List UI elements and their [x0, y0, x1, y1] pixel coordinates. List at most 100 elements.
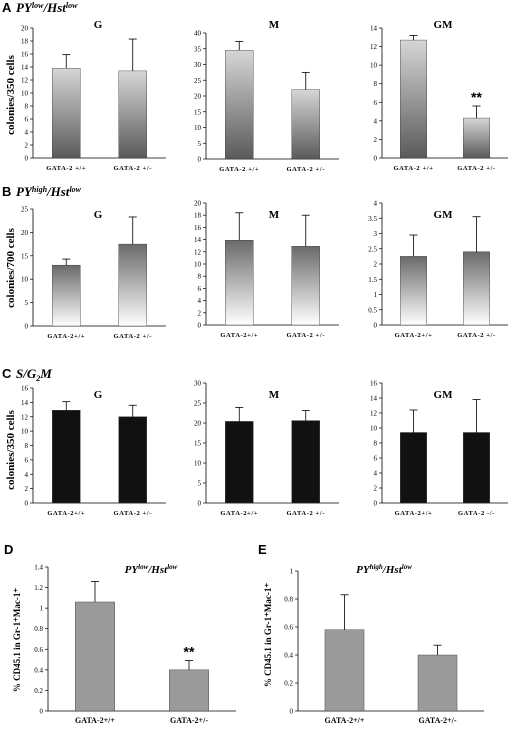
y-tick-label-a-m: 40 [194, 30, 202, 38]
significance-d-1: ** [184, 644, 195, 660]
row-a-title: PYlow/Hstlow [16, 0, 78, 15]
y-tick-label-b-gm: 2 [374, 261, 378, 269]
y-tick-label-b-m: 16 [194, 224, 202, 232]
y-tick-label-d: 0 [40, 708, 44, 716]
y-tick-label-b-m: 12 [194, 248, 202, 256]
category-label-c-m-1: GATA-2 +/- [286, 510, 325, 517]
y-tick-label-b-gm: 3 [374, 230, 378, 238]
chart-title-b-m: M [269, 209, 280, 221]
y-tick-label-a-g: 12 [21, 77, 29, 85]
chart-title-c-gm: GM [434, 389, 454, 401]
row-b-ylabel: colonies/700 cells [5, 227, 17, 307]
category-label-a-m-1: GATA-2 +/- [286, 166, 325, 173]
y-tick-label-b-g: 10 [21, 276, 29, 284]
category-label-a-gm-1: GATA-2 +/- [457, 165, 496, 172]
y-tick-label-a-m: 5 [198, 140, 202, 148]
y-tick-label-c-g: 0 [25, 500, 29, 508]
y-tick-label-a-gm: 4 [374, 117, 378, 125]
category-label-c-gm-0: GATA-2+/+ [395, 510, 433, 517]
panel-label-a: A [2, 0, 12, 15]
y-tick-label-a-g: 6 [25, 116, 29, 124]
y-tick-label-c-g: 16 [21, 385, 29, 393]
row-b-title: PYhigh/Hstlow [16, 184, 82, 199]
y-tick-label-e: 0.8 [284, 596, 293, 604]
row-c-ylabel: colonies/350 cells [5, 409, 17, 489]
chart-title-a-m: M [269, 19, 280, 31]
category-label-c-m-0: GATA-2+/+ [220, 510, 258, 517]
y-tick-label-a-gm: 14 [370, 25, 378, 33]
bar-a-g-1 [118, 70, 147, 159]
y-tick-label-a-g: 4 [25, 129, 29, 137]
y-tick-label-c-g: 14 [21, 399, 29, 407]
y-tick-label-a-gm: 2 [374, 136, 378, 144]
y-tick-label-d: 0.4 [34, 666, 43, 674]
bar-e-1 [417, 654, 458, 712]
y-tick-label-d: 0.6 [34, 646, 43, 654]
bar-b-gm-0 [400, 256, 427, 326]
y-tick-label-b-gm: 1 [374, 291, 378, 299]
category-label-a-g-1: GATA-2 +/- [113, 165, 152, 172]
y-tick-label-e: 0.2 [284, 680, 293, 688]
category-label-d-0: GATA-2+/+ [75, 716, 115, 725]
y-tick-label-a-m: 10 [194, 124, 202, 132]
panel-label-b: B [2, 184, 11, 199]
y-tick-label-a-m: 30 [194, 61, 202, 69]
y-tick-label-b-gm: 2.5 [368, 245, 377, 253]
bar-c-g-1 [118, 416, 147, 504]
panel-label-e: E [258, 542, 267, 557]
y-tick-label-c-g: 12 [21, 413, 29, 421]
category-label-e-0: GATA-2+/+ [325, 716, 365, 725]
panel-e-title: PYhigh/Hstlow [356, 563, 412, 576]
y-tick-label-d: 0.2 [34, 687, 43, 695]
y-tick-label-c-gm: 0 [374, 500, 378, 508]
category-label-b-m-0: GATA-2+/+ [220, 332, 258, 339]
bar-a-gm-0 [400, 39, 427, 159]
y-tick-label-c-m: 15 [194, 440, 202, 448]
y-tick-label-c-m: 20 [194, 420, 202, 428]
row-c-title: S/G2M [16, 366, 52, 383]
y-tick-label-c-g: 6 [25, 456, 29, 464]
bar-d-0 [75, 601, 115, 712]
y-tick-label-e: 1 [290, 568, 294, 576]
y-tick-label-a-gm: 10 [370, 62, 378, 70]
bar-a-g-0 [52, 68, 81, 159]
category-label-c-g-0: GATA-2+/+ [47, 510, 85, 517]
category-label-b-g-0: GATA-2+/+ [47, 333, 85, 340]
bar-c-gm-0 [400, 432, 427, 504]
y-tick-label-b-m: 18 [194, 212, 202, 220]
y-tick-label-b-gm: 4 [374, 200, 378, 208]
category-label-a-m-0: GATA-2 +/+ [219, 166, 259, 173]
y-tick-label-b-m: 10 [194, 261, 202, 269]
y-tick-label-a-g: 8 [25, 103, 29, 111]
bar-c-g-0 [52, 410, 81, 504]
category-label-b-g-1: GATA-2 +/- [113, 333, 152, 340]
y-tick-label-a-g: 20 [21, 25, 29, 33]
category-label-e-1: GATA-2+/- [418, 716, 456, 725]
y-tick-label-c-g: 2 [25, 485, 29, 493]
y-tick-label-b-m: 20 [194, 200, 202, 208]
panel-e-ylabel: % CD45.1 in Gr-1⁺Mac-1⁺ [263, 583, 273, 687]
y-tick-label-c-gm: 8 [374, 440, 378, 448]
category-label-b-gm-1: GATA-2 +/- [457, 332, 496, 339]
y-tick-label-b-g: 0 [25, 323, 29, 331]
y-tick-label-a-m: 35 [194, 45, 202, 53]
panel-label-d: D [4, 542, 13, 557]
y-tick-label-c-gm: 10 [370, 425, 378, 433]
chart-title-c-m: M [269, 389, 280, 401]
y-tick-label-c-gm: 2 [374, 485, 378, 493]
y-tick-label-c-g: 8 [25, 442, 29, 450]
y-tick-label-b-g: 5 [25, 299, 29, 307]
y-tick-label-c-gm: 16 [370, 380, 378, 388]
chart-title-a-g: G [94, 19, 103, 31]
category-label-a-gm-0: GATA-2 +/+ [393, 165, 433, 172]
significance-a-gm-1: ** [471, 89, 482, 105]
category-label-a-g-0: GATA-2 +/+ [46, 165, 86, 172]
y-tick-label-c-gm: 14 [370, 395, 378, 403]
y-tick-label-a-gm: 0 [374, 155, 378, 163]
y-tick-label-a-m: 25 [194, 77, 202, 85]
panel-d-title: PYlow/Hstlow [125, 563, 178, 576]
y-tick-label-c-gm: 12 [370, 410, 378, 418]
category-label-b-gm-0: GATA-2+/+ [395, 332, 433, 339]
